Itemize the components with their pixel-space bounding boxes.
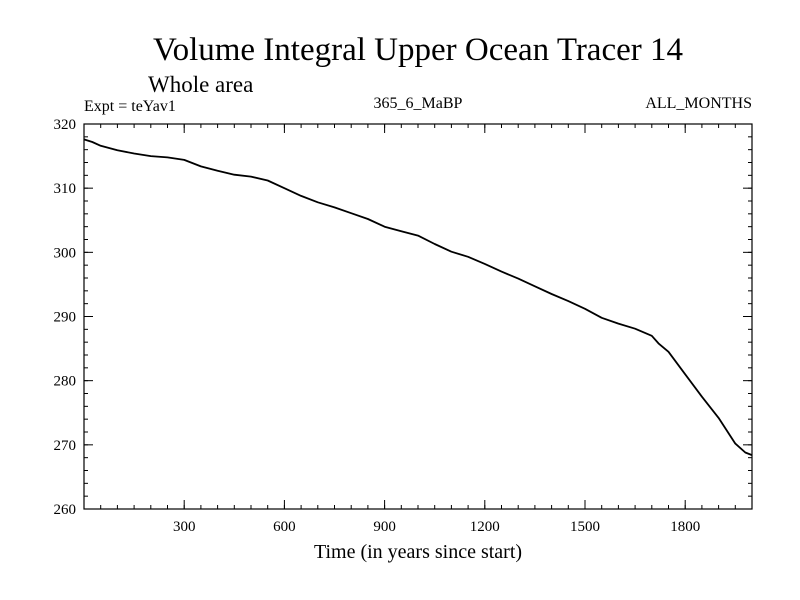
- months-label: ALL_MONTHS: [645, 95, 752, 112]
- y-tick-label: 280: [54, 374, 77, 390]
- axis-tick-labels: 300 600 900 1200 1500 1800 260 270 280 290 300 310 3…: [54, 117, 701, 535]
- x-tick-label: 900: [373, 519, 396, 535]
- x-tick-label: 1500: [570, 519, 600, 535]
- x-axis-label: Time (in years since start): [314, 541, 522, 563]
- axis-ticks: [84, 123, 752, 510]
- y-tick-label: 310: [54, 181, 77, 197]
- x-tick-label: 300: [173, 519, 196, 535]
- y-tick-label: 270: [54, 438, 77, 454]
- chart-title: Volume Integral Upper Ocean Tracer 14: [153, 32, 683, 68]
- x-tick-label: 1200: [470, 519, 500, 535]
- series-line: [83, 138, 753, 456]
- data-series: [83, 138, 753, 456]
- plot-frame: [83, 123, 753, 510]
- x-tick-label: 600: [273, 519, 296, 535]
- y-tick-label: 290: [54, 310, 77, 326]
- y-tick-label: 320: [54, 117, 77, 133]
- x-tick-label: 1800: [670, 519, 700, 535]
- y-tick-label: 260: [54, 502, 77, 518]
- chart-subtitle: Whole area: [148, 72, 253, 97]
- plot-axes: [83, 123, 753, 510]
- experiment-label: Expt = teYav1: [84, 98, 176, 115]
- y-tick-label: 300: [54, 245, 77, 261]
- run-label: 365_6_MaBP: [374, 95, 463, 112]
